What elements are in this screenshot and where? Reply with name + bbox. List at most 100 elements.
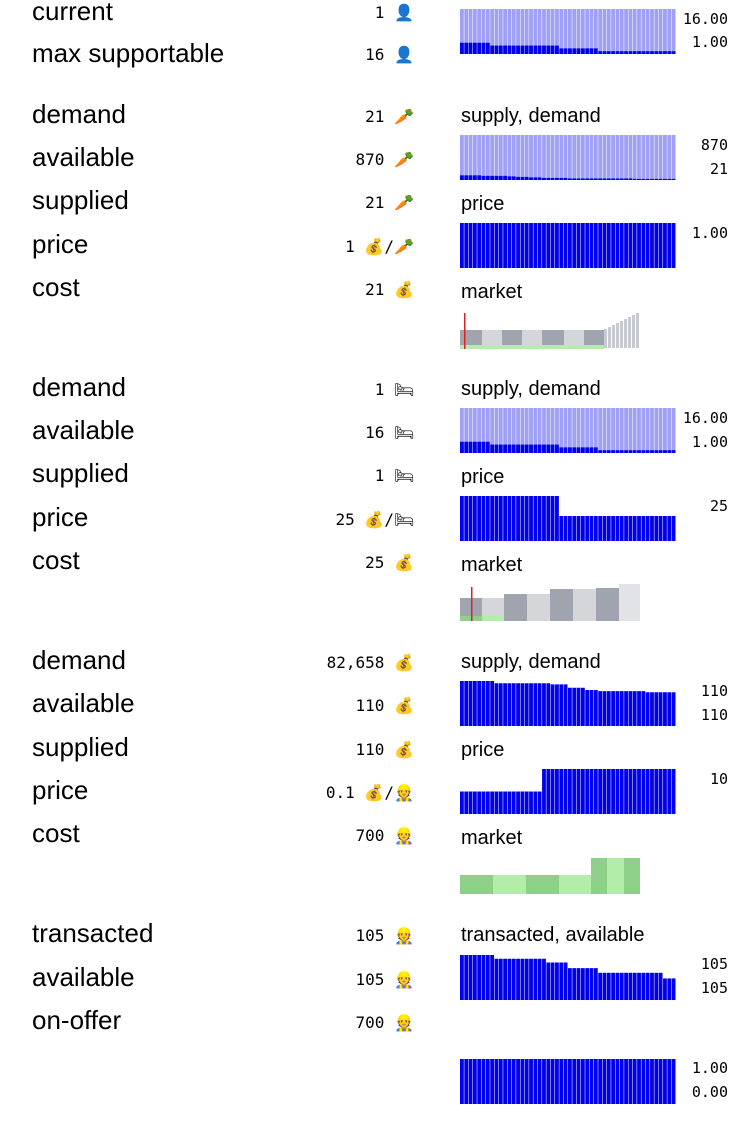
bar bbox=[490, 681, 495, 726]
row-value: 82,658 💰 bbox=[326, 653, 414, 672]
food-market-chart bbox=[460, 313, 639, 349]
bar bbox=[472, 42, 477, 54]
axis-tick: 21 bbox=[709, 160, 728, 178]
bar bbox=[580, 687, 585, 726]
market-cell bbox=[619, 584, 640, 621]
bar bbox=[542, 496, 546, 541]
bar bbox=[593, 690, 598, 726]
bar bbox=[498, 791, 503, 814]
bar bbox=[645, 769, 650, 814]
bar bbox=[498, 408, 503, 453]
market-fill bbox=[482, 616, 504, 621]
bar bbox=[615, 178, 620, 180]
bar bbox=[602, 9, 607, 54]
market-ladder bbox=[608, 327, 611, 348]
bar bbox=[555, 135, 559, 180]
bar bbox=[520, 135, 525, 180]
bar bbox=[507, 135, 512, 180]
row-label: available bbox=[32, 962, 135, 992]
bar bbox=[498, 45, 503, 54]
bar bbox=[637, 51, 641, 54]
bar bbox=[503, 791, 508, 814]
bar bbox=[511, 9, 516, 54]
bar bbox=[490, 45, 495, 54]
market-cell bbox=[527, 594, 550, 621]
bar bbox=[663, 450, 667, 453]
bar bbox=[637, 223, 641, 268]
bar bbox=[472, 681, 477, 726]
bar bbox=[563, 1059, 568, 1104]
market-cell bbox=[482, 330, 502, 345]
bar bbox=[490, 9, 495, 54]
bar bbox=[524, 223, 529, 268]
bar bbox=[632, 135, 637, 180]
bar bbox=[641, 972, 646, 1000]
market-cell bbox=[502, 330, 522, 345]
bar bbox=[546, 962, 551, 1000]
bar bbox=[563, 223, 568, 268]
bar bbox=[615, 1059, 620, 1104]
bar bbox=[507, 408, 512, 453]
bar bbox=[611, 972, 616, 1000]
market-ladder bbox=[620, 321, 623, 348]
row-value: 700 👷 bbox=[355, 826, 414, 845]
row-value: 1 🛏 bbox=[374, 466, 415, 485]
bar bbox=[460, 175, 464, 180]
bar bbox=[615, 9, 620, 54]
market-ladder bbox=[604, 329, 607, 348]
bar bbox=[507, 176, 512, 180]
row-label: cost bbox=[32, 818, 80, 848]
bar bbox=[460, 408, 464, 453]
chart-caption: market bbox=[461, 827, 523, 849]
bar bbox=[464, 496, 469, 541]
bar bbox=[550, 408, 555, 453]
bar bbox=[472, 175, 477, 180]
bar bbox=[628, 9, 633, 54]
bar bbox=[520, 45, 525, 54]
worker-icon: 👷 bbox=[394, 926, 414, 945]
bar bbox=[460, 42, 464, 54]
bar bbox=[568, 769, 572, 814]
bar bbox=[602, 51, 607, 54]
row-value: 16 🛏 bbox=[365, 423, 415, 442]
bar bbox=[580, 9, 585, 54]
bar bbox=[624, 408, 628, 453]
bar bbox=[568, 9, 572, 54]
bar bbox=[559, 408, 564, 453]
bar bbox=[606, 691, 611, 726]
bar bbox=[542, 177, 546, 180]
chart-caption: market bbox=[461, 554, 523, 576]
bar bbox=[632, 972, 637, 1000]
bar bbox=[637, 516, 641, 541]
bar bbox=[507, 496, 512, 541]
bar bbox=[460, 496, 464, 541]
bar bbox=[468, 955, 473, 1000]
bar bbox=[485, 496, 490, 541]
bar bbox=[511, 1059, 516, 1104]
bar bbox=[580, 1059, 585, 1104]
bar bbox=[477, 955, 482, 1000]
bar bbox=[550, 496, 555, 541]
chart-caption: market bbox=[461, 281, 523, 303]
bar bbox=[555, 9, 559, 54]
bar bbox=[606, 516, 611, 541]
bar bbox=[477, 791, 482, 814]
bar bbox=[542, 223, 546, 268]
market-cell bbox=[550, 589, 573, 621]
bar bbox=[464, 175, 469, 180]
bar bbox=[472, 441, 477, 453]
bar bbox=[494, 444, 499, 453]
chart-caption: transacted, available bbox=[461, 924, 645, 946]
row-value: 110 💰 bbox=[355, 740, 414, 759]
bar bbox=[650, 450, 654, 453]
bar bbox=[507, 444, 512, 453]
bar bbox=[632, 516, 637, 541]
axis-tick: 1.00 bbox=[691, 224, 728, 242]
bar bbox=[641, 769, 646, 814]
bar bbox=[606, 1059, 611, 1104]
row-value: 870 🥕 bbox=[355, 150, 414, 169]
bar bbox=[537, 9, 542, 54]
bar bbox=[533, 223, 538, 268]
bar bbox=[576, 687, 581, 726]
bar bbox=[559, 962, 564, 1000]
